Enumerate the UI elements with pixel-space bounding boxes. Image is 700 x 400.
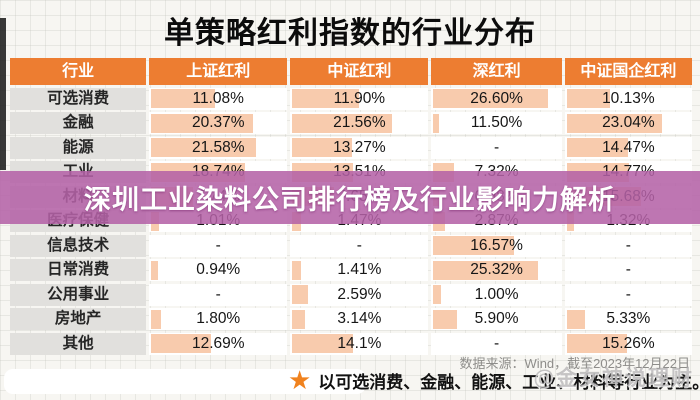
data-bar	[433, 285, 442, 304]
data-bar	[292, 89, 359, 108]
value-cell: -	[564, 283, 692, 306]
author-watermark: @金女神说理财	[533, 367, 694, 390]
data-source-note: 数据来源：Wind，截至2023年12月22日	[459, 356, 690, 371]
data-bar	[292, 260, 301, 280]
value-cell: 3.14%	[290, 308, 429, 330]
value-cell: 12.69%	[149, 332, 288, 355]
data-bar	[433, 260, 538, 280]
data-bar	[566, 334, 627, 353]
footer-highlight-box	[4, 369, 366, 394]
value-cell: 21.56%	[290, 112, 429, 134]
value-cell: 13.27%	[290, 136, 429, 159]
table-row: 日常消费 0.94% 1.41% 25.32% -	[10, 259, 692, 281]
data-bar	[433, 236, 515, 255]
data-bar	[566, 309, 585, 329]
header-sse-dividend: 上证红利	[149, 58, 288, 85]
value-cell: -	[564, 234, 692, 257]
header-sz-dividend: 深红利	[431, 58, 562, 85]
table-row: 公用事业 - 2.59% 1.00% -	[10, 283, 692, 306]
data-bar	[151, 309, 161, 329]
value-cell: -	[564, 259, 692, 281]
data-bar	[433, 113, 439, 133]
data-bar	[292, 138, 352, 157]
value-cell: -	[149, 283, 288, 306]
header-industry: 行业	[10, 58, 147, 85]
value-cell: -	[431, 136, 562, 159]
industry-label: 金融	[10, 112, 147, 134]
data-bar	[292, 334, 354, 353]
value-cell: 15.26%	[564, 332, 692, 355]
value-cell: 11.50%	[431, 112, 562, 134]
industry-label: 日常消费	[10, 259, 147, 281]
value-cell: 16.57%	[431, 234, 562, 257]
promo-overlay-banner: 深圳工业染料公司排行榜及行业影响力解析	[0, 171, 700, 224]
table-row: 金融 20.37% 21.56% 11.50% 23.04%	[10, 112, 692, 134]
value-cell: 10.13%	[564, 87, 692, 110]
industry-label: 可选消费	[10, 87, 147, 110]
value-cell: 14.47%	[564, 136, 692, 159]
value-cell: 1.00%	[431, 283, 562, 306]
industry-label: 房地产	[10, 308, 147, 330]
value-cell: -	[290, 234, 429, 257]
data-bar	[292, 285, 308, 304]
value-cell: 21.58%	[149, 136, 288, 159]
value-cell: 11.90%	[290, 87, 429, 110]
table-header-row: 行业 上证红利 中证红利 深红利 中证国企红利	[10, 58, 692, 85]
footer-summary: ★ 以可选消费、金融、能源、工业、材料等行业为主。	[288, 366, 700, 394]
data-bar	[151, 334, 211, 353]
data-bar	[566, 138, 628, 157]
left-edge-artifact	[0, 18, 6, 170]
data-bar	[566, 113, 663, 133]
data-bar	[151, 113, 254, 133]
page-title: 单策略红利指数的行业分布	[164, 17, 536, 50]
industry-label: 公用事业	[10, 283, 147, 306]
star-icon: ★	[288, 365, 312, 395]
data-bar	[292, 113, 392, 133]
table-row: 信息技术 - - 16.57% -	[10, 234, 692, 257]
table-row: 其他 12.69% 14.1% - 15.26%	[10, 332, 692, 355]
data-bar	[151, 138, 257, 157]
header-csi-soe-dividend: 中证国企红利	[564, 58, 692, 85]
data-bar	[566, 89, 610, 108]
table-row: 可选消费 11.08% 11.90% 26.60% 10.13%	[10, 87, 692, 110]
value-cell: 25.32%	[431, 259, 562, 281]
table-row: 房地产 1.80% 3.14% 5.90% 5.33%	[10, 308, 692, 330]
data-bar	[151, 260, 159, 280]
data-bar	[292, 309, 305, 329]
data-bar	[433, 89, 549, 108]
value-cell: 26.60%	[431, 87, 562, 110]
value-cell: 1.41%	[290, 259, 429, 281]
industry-label: 信息技术	[10, 234, 147, 257]
promo-overlay-text: 深圳工业染料公司排行榜及行业影响力解析	[84, 185, 616, 215]
footer-summary-text: 以可选消费、金融、能源、工业、材料等行业为主。	[318, 372, 700, 392]
value-cell: -	[431, 332, 562, 355]
value-cell: 5.33%	[564, 308, 692, 330]
value-cell: 2.59%	[290, 283, 429, 306]
industry-label: 其他	[10, 332, 147, 355]
data-bar	[433, 309, 457, 329]
value-cell: 5.90%	[431, 308, 562, 330]
value-cell: 1.80%	[149, 308, 288, 330]
data-bar	[151, 89, 215, 108]
industry-label: 能源	[10, 136, 147, 159]
table-row: 能源 21.58% 13.27% - 14.47%	[10, 136, 692, 159]
value-cell: 23.04%	[564, 112, 692, 134]
value-cell: 20.37%	[149, 112, 288, 134]
value-cell: 11.08%	[149, 87, 288, 110]
value-cell: -	[149, 234, 288, 257]
value-cell: 14.1%	[290, 332, 429, 355]
header-csi-dividend: 中证红利	[290, 58, 429, 85]
value-cell: 0.94%	[149, 259, 288, 281]
